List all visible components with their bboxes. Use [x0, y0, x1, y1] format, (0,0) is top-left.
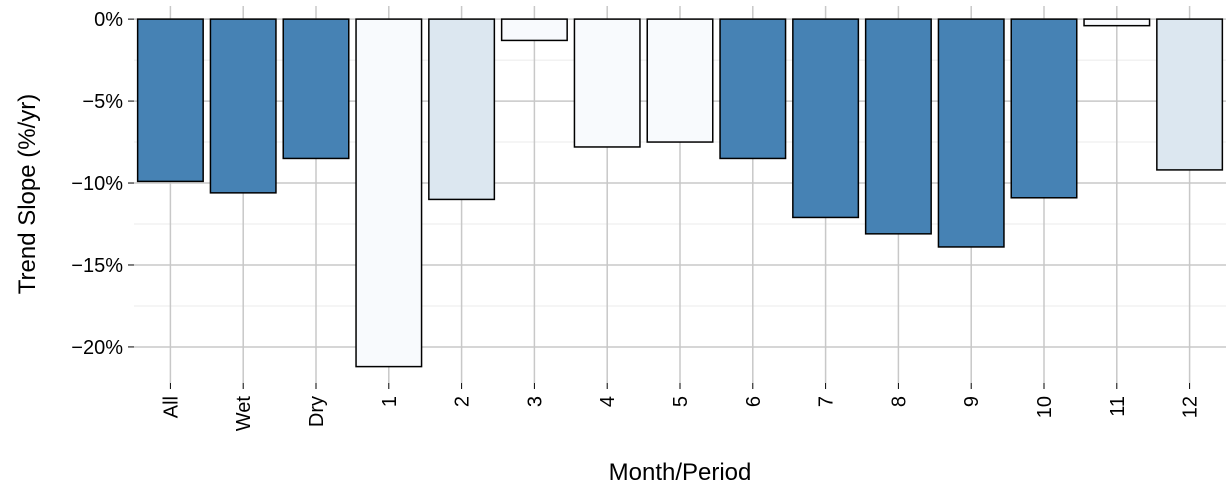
x-tick-label: 2 [452, 396, 474, 407]
bar-wet [209, 18, 277, 194]
y-tick-label: −5% [82, 91, 123, 113]
y-tick-label: −20% [71, 337, 123, 359]
x-tick-label: 10 [1034, 396, 1056, 418]
x-tick-label: Wet [233, 396, 255, 432]
y-tick-label: −15% [71, 255, 123, 277]
x-tick-label: Dry [306, 396, 328, 427]
bar-dry [282, 18, 350, 160]
bar-all [136, 18, 204, 183]
x-tick-label: 6 [743, 396, 765, 407]
bar-6 [719, 18, 787, 160]
x-tick-label: 7 [816, 396, 838, 407]
x-axis-title: Month/Period [609, 459, 752, 486]
x-tick-label: 9 [961, 396, 983, 407]
bar-2 [428, 18, 496, 201]
bar-9 [937, 18, 1005, 248]
bar-8 [864, 18, 932, 235]
x-tick-label: 8 [888, 396, 910, 407]
y-axis-title: Trend Slope (%/yr) [14, 94, 41, 295]
bar-7 [792, 18, 860, 219]
x-tick-label: 12 [1180, 396, 1202, 418]
x-tick-label: 11 [1107, 396, 1129, 417]
x-tick-label: 1 [379, 396, 401, 407]
bar-1 [355, 18, 423, 368]
bar-12 [1156, 18, 1224, 171]
axes: 0%−5%−10%−15%−20%All Wet Dry 1 2 3 4 5 6 7 8 9 10 11 1… [71, 9, 1201, 431]
x-tick-label: 4 [597, 396, 619, 407]
bar-11 [1083, 18, 1151, 27]
x-tick-label: 5 [670, 396, 692, 407]
bar-10 [1010, 18, 1078, 199]
x-tick-label: All [160, 396, 182, 418]
x-tick-label: 3 [524, 396, 546, 407]
bar-5 [646, 18, 714, 143]
bar-4 [573, 18, 641, 148]
y-tick-label: −10% [71, 173, 123, 195]
y-tick-label: 0% [94, 9, 123, 31]
bar-3 [500, 18, 568, 42]
bars [136, 18, 1224, 368]
